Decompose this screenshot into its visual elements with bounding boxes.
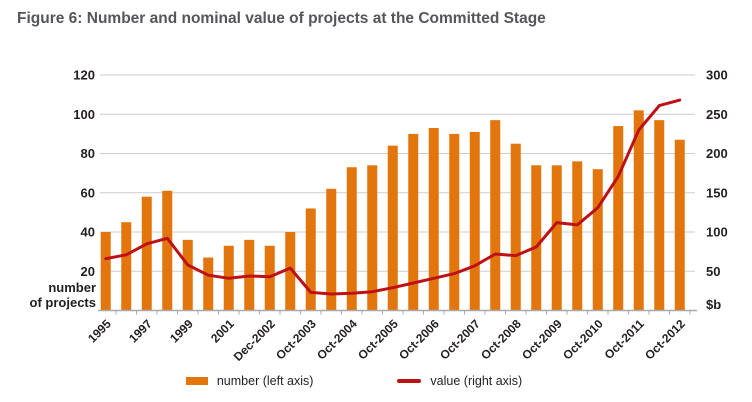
bar — [367, 165, 378, 311]
legend-bar-swatch — [185, 377, 208, 385]
y-axis-left-tick-label: 60 — [81, 185, 95, 200]
bar — [285, 232, 296, 311]
bar — [490, 120, 501, 311]
bar — [510, 143, 521, 311]
left-axis-title-line1: number — [48, 280, 96, 295]
left-axis-title-line2: of projects — [29, 294, 96, 310]
bar — [428, 127, 439, 311]
value-line — [104, 98, 682, 296]
y-axis-right-tick-label: 150 — [706, 185, 728, 200]
x-axis-tick-label: Oct-2011 — [602, 317, 648, 363]
x-axis-tick-label: Oct-2008 — [478, 316, 524, 362]
bar — [346, 167, 357, 311]
legend-line-swatch — [397, 379, 422, 383]
x-axis-tick-label: 2001 — [208, 316, 237, 345]
x-axis-tick-label: Oct-2004 — [314, 316, 360, 362]
x-axis-tick-label: Oct-2009 — [519, 316, 565, 362]
x-axis-tick-label: 1997 — [126, 316, 155, 345]
y-axis-left-tick-label: 120 — [73, 68, 95, 83]
x-axis-tick-label: Oct-2010 — [560, 316, 606, 362]
bar — [141, 196, 152, 311]
y-axis-right-tick-label: 200 — [706, 146, 728, 161]
bar — [592, 169, 603, 311]
bar — [449, 133, 460, 311]
bar — [162, 190, 173, 311]
bar — [469, 131, 480, 311]
bar — [674, 139, 685, 311]
bar — [326, 188, 337, 311]
legend: number (left axis) value (right axis) — [0, 374, 730, 388]
legend-label-value: value (right axis) — [430, 374, 523, 388]
y-axis-right-tick-label: 100 — [706, 225, 728, 240]
x-axis-tick-label: Oct-2012 — [642, 316, 688, 362]
bar — [633, 110, 644, 311]
left-axis-title: number of projects — [0, 280, 96, 310]
x-axis-tick-label: 1995 — [85, 316, 114, 345]
x-axis-tick-label: 1999 — [167, 316, 196, 345]
x-axis-tick-label: Oct-2003 — [273, 316, 319, 362]
figure-title: Figure 6: Number and nominal value of pr… — [17, 10, 546, 27]
bar — [654, 120, 665, 311]
x-axis-tick-label: Oct-2005 — [355, 316, 401, 362]
bar — [551, 165, 562, 311]
y-axis-right-tick-label: 50 — [706, 264, 720, 279]
bar — [572, 161, 583, 311]
legend-item-number: number (left axis) — [185, 374, 314, 388]
y-axis-left-tick-label: 40 — [81, 225, 95, 240]
legend-label-number: number (left axis) — [216, 374, 314, 388]
y-axis-right-tick-label: 250 — [706, 107, 728, 122]
legend-item-value: value (right axis) — [397, 374, 522, 388]
bar — [203, 257, 214, 311]
x-axis-tick-label: Dec-2002 — [231, 317, 278, 364]
y-axis-right-tick-label: 300 — [706, 68, 728, 83]
bar — [408, 133, 419, 311]
bar — [531, 165, 542, 311]
y-axis-left-tick-label: 100 — [73, 107, 95, 122]
y-axis-left-tick-label: 80 — [81, 146, 95, 161]
right-axis-unit: $b — [706, 297, 722, 312]
bar — [121, 222, 132, 311]
bar — [100, 232, 111, 311]
bar — [182, 239, 193, 311]
y-axis-left-tick-label: 20 — [81, 264, 95, 279]
bar — [613, 126, 624, 311]
bar — [387, 145, 398, 311]
bar — [305, 208, 316, 311]
x-axis-tick-label: Oct-2007 — [437, 316, 483, 362]
x-axis-tick-label: Oct-2006 — [396, 316, 442, 362]
